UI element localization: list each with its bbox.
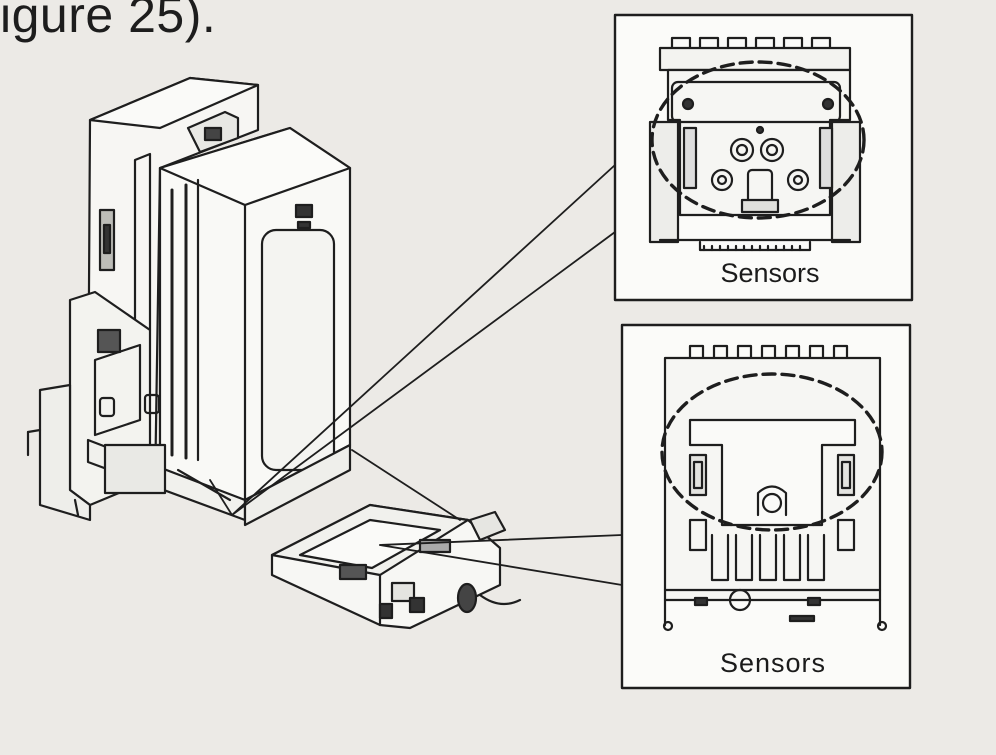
caption-fragment: igure 25). [0,0,217,43]
inset-top [613,13,914,302]
bill-validator-unit [26,76,352,527]
inset-bottom [620,323,912,690]
callout-lines [209,164,623,586]
sensor-module [270,503,522,630]
sensors-label-top: Sensors [720,258,820,288]
sensors-label-bottom: Sensors [719,648,827,678]
